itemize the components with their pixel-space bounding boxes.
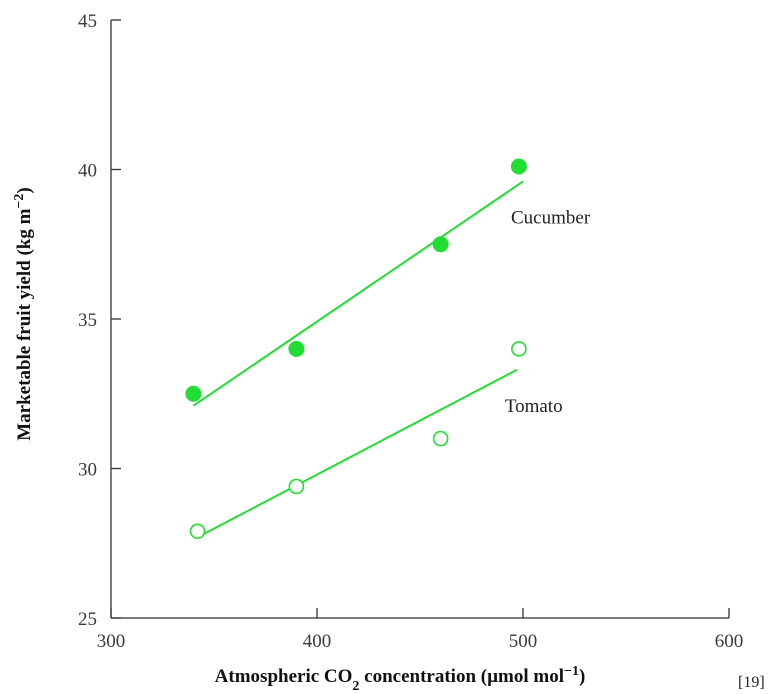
reference-annotation: [19] xyxy=(738,674,765,691)
y-tick-label: 25 xyxy=(78,609,97,630)
tomato-point xyxy=(511,341,527,357)
x-ticks: 300 400 500 600 xyxy=(97,608,744,652)
axis-title-part: 2 xyxy=(352,679,359,694)
tomato-point xyxy=(288,478,305,495)
y-tick-label: 30 xyxy=(78,460,97,481)
axis-title-part: −1 xyxy=(564,664,579,679)
x-tick-label: 300 xyxy=(97,631,126,652)
axis-title-part: ) xyxy=(579,666,585,687)
y-tick-label: 45 xyxy=(78,11,97,32)
y-axis-title: Marketable fruit yield (kg m−2) xyxy=(12,187,36,441)
x-tick-label: 600 xyxy=(715,631,744,652)
data-points xyxy=(185,158,527,540)
x-tick-label: 500 xyxy=(509,631,538,652)
y-ticks: 25 30 35 40 45 xyxy=(78,11,121,630)
cucumber-point xyxy=(288,340,305,357)
cucumber-fit-line xyxy=(192,180,524,407)
x-tick-label: 400 xyxy=(303,631,332,652)
axis-title-part: −2 xyxy=(12,194,27,209)
axis-title-part: Marketable fruit yield (kg m xyxy=(14,208,35,440)
tomato-series-label: Tomato xyxy=(505,396,563,417)
y-tick-label: 40 xyxy=(78,161,97,182)
series-labels: Cucumber Tomato xyxy=(505,207,591,416)
y-tick-label: 35 xyxy=(78,310,97,331)
axis-title-part: concentration (µmol mol xyxy=(359,666,564,687)
x-axis-title: Atmospheric CO2 concentration (µmol mol−… xyxy=(215,664,586,694)
cucumber-point xyxy=(510,158,527,175)
tomato-point xyxy=(189,523,206,540)
tomato-point xyxy=(432,430,449,447)
tomato-fit-line xyxy=(197,368,518,539)
axis-title-part: ) xyxy=(14,187,35,193)
fit-lines xyxy=(192,180,524,539)
axis-title-part: Atmospheric CO xyxy=(215,666,353,687)
cucumber-point xyxy=(432,236,449,253)
cucumber-series-label: Cucumber xyxy=(511,207,591,228)
cucumber-point xyxy=(185,385,202,402)
